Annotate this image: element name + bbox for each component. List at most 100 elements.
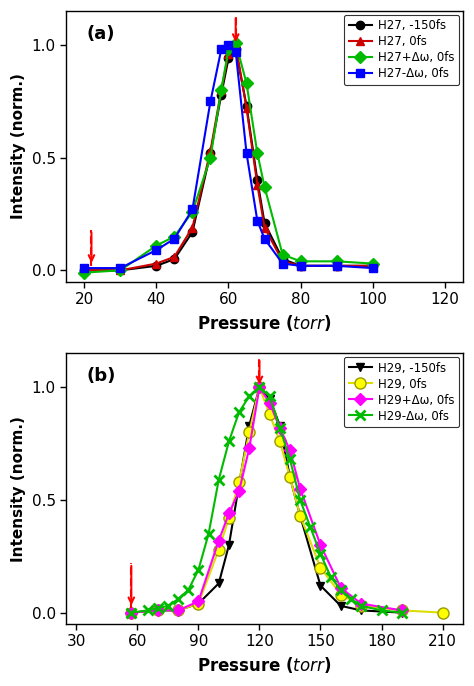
H29-Δω, 0fs: [216, 475, 222, 484]
H27, 0fs: [172, 252, 177, 261]
H29, 0fs: [440, 608, 446, 617]
X-axis label: $\mathbf{Pressure\ (}$$\mathit{torr}$$\mathbf{)}$: $\mathbf{Pressure\ (}$$\mathit{torr}$$\m…: [198, 655, 332, 675]
Line: H29+Δω, 0fs: H29+Δω, 0fs: [127, 383, 406, 617]
H29+Δω, 0fs: [338, 584, 344, 592]
H29, -150fs: [267, 394, 273, 403]
H27+Δω, 0fs: [208, 154, 213, 162]
H29-Δω, 0fs: [379, 606, 384, 615]
H27-Δω, 0fs: [334, 262, 339, 270]
H29, -150fs: [256, 383, 262, 391]
H29+Δω, 0fs: [155, 606, 161, 615]
H29, -150fs: [196, 600, 201, 608]
H29, -150fs: [246, 421, 252, 429]
H29, 0fs: [338, 591, 344, 599]
H27, -150fs: [82, 266, 87, 274]
H27+Δω, 0fs: [334, 257, 339, 265]
H27, 0fs: [262, 224, 267, 232]
H29+Δω, 0fs: [246, 444, 252, 452]
H29-Δω, 0fs: [308, 523, 313, 531]
H27, -150fs: [262, 219, 267, 227]
H27+Δω, 0fs: [280, 250, 285, 259]
H29+Δω, 0fs: [256, 383, 262, 391]
H27, 0fs: [280, 257, 285, 265]
H27+Δω, 0fs: [298, 257, 303, 265]
H29+Δω, 0fs: [318, 541, 323, 549]
H29, 0fs: [175, 606, 181, 615]
H29-Δω, 0fs: [297, 496, 303, 504]
H27, -150fs: [219, 91, 224, 99]
H27+Δω, 0fs: [219, 86, 224, 94]
Line: H27, -150fs: H27, -150fs: [80, 45, 377, 274]
H29+Δω, 0fs: [287, 446, 293, 454]
Line: H29-Δω, 0fs: H29-Δω, 0fs: [127, 382, 407, 617]
H29, -150fs: [338, 602, 344, 610]
H29, 0fs: [277, 437, 283, 445]
H27, -150fs: [298, 262, 303, 270]
H29, 0fs: [399, 606, 405, 615]
H29, -150fs: [399, 608, 405, 617]
H29-Δω, 0fs: [338, 586, 344, 594]
H27+Δω, 0fs: [244, 79, 249, 87]
H29-Δω, 0fs: [145, 606, 150, 615]
H27-Δω, 0fs: [208, 97, 213, 106]
H27, -150fs: [172, 255, 177, 263]
H27, 0fs: [208, 147, 213, 155]
H29-Δω, 0fs: [165, 602, 171, 610]
H29, 0fs: [246, 428, 252, 436]
H29+Δω, 0fs: [216, 536, 222, 545]
H29+Δω, 0fs: [175, 606, 181, 615]
H29, 0fs: [226, 514, 232, 522]
H27, -150fs: [118, 266, 123, 274]
H29, -150fs: [318, 582, 323, 590]
H29+Δω, 0fs: [277, 424, 283, 432]
H29-Δω, 0fs: [277, 424, 283, 432]
Y-axis label: Intensity (norm.): Intensity (norm.): [11, 416, 26, 562]
H27, -150fs: [233, 45, 238, 54]
H29-Δω, 0fs: [348, 595, 354, 603]
Line: H27+Δω, 0fs: H27+Δω, 0fs: [80, 38, 377, 276]
H29+Δω, 0fs: [226, 509, 232, 517]
Line: H27-Δω, 0fs: H27-Δω, 0fs: [80, 40, 377, 272]
H27, 0fs: [219, 86, 224, 94]
H27+Δω, 0fs: [154, 241, 159, 250]
H29-Δω, 0fs: [267, 392, 273, 401]
H29, 0fs: [297, 512, 303, 520]
H27, -150fs: [255, 176, 260, 185]
H29-Δω, 0fs: [318, 550, 323, 558]
H27+Δω, 0fs: [370, 259, 375, 268]
H29, -150fs: [277, 421, 283, 429]
H27-Δω, 0fs: [298, 262, 303, 270]
H29, 0fs: [216, 545, 222, 554]
H29+Δω, 0fs: [399, 606, 405, 615]
H27, 0fs: [298, 262, 303, 270]
H29-Δω, 0fs: [206, 530, 211, 538]
H29, 0fs: [318, 563, 323, 571]
Legend: H29, -150fs, H29, 0fs, H29+Δω, 0fs, H29-Δω, 0fs: H29, -150fs, H29, 0fs, H29+Δω, 0fs, H29-…: [344, 357, 459, 427]
H27, -150fs: [226, 54, 231, 62]
H29, 0fs: [128, 608, 134, 617]
H29-Δω, 0fs: [399, 608, 405, 617]
H27-Δω, 0fs: [172, 235, 177, 243]
H29, 0fs: [155, 606, 161, 615]
H29, -150fs: [297, 512, 303, 520]
H27-Δω, 0fs: [370, 264, 375, 272]
H27, 0fs: [233, 40, 238, 49]
Text: (a): (a): [86, 25, 115, 43]
H29-Δω, 0fs: [128, 608, 134, 617]
H27+Δω, 0fs: [82, 268, 87, 276]
H29-Δω, 0fs: [226, 437, 232, 445]
H29-Δω, 0fs: [256, 383, 262, 391]
H27+Δω, 0fs: [172, 233, 177, 241]
H29, 0fs: [267, 410, 273, 418]
H29, 0fs: [256, 383, 262, 391]
H27-Δω, 0fs: [190, 205, 195, 213]
H29, -150fs: [236, 480, 242, 488]
H27, 0fs: [118, 266, 123, 274]
H27, 0fs: [255, 180, 260, 189]
H27+Δω, 0fs: [118, 266, 123, 274]
H27, 0fs: [190, 224, 195, 232]
H27+Δω, 0fs: [226, 45, 231, 54]
H29, -150fs: [287, 473, 293, 482]
H29, 0fs: [358, 602, 364, 610]
H27-Δω, 0fs: [82, 264, 87, 272]
